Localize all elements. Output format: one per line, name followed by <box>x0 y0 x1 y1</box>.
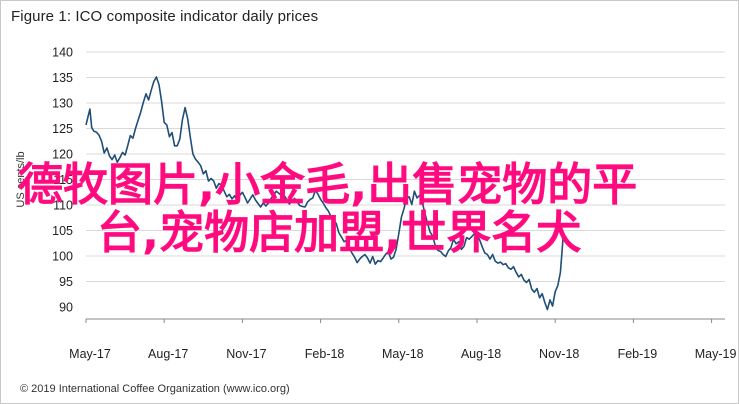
watermark-text-line-1: 德牧图片,小金毛,出售宠物的平 <box>18 158 638 211</box>
y-tick-label: 120 <box>52 148 73 162</box>
y-tick-label: 115 <box>53 173 73 187</box>
x-tick-label: May-17 <box>69 347 111 361</box>
y-tick-label: 95 <box>59 275 73 289</box>
y-tick-label: 140 <box>52 46 73 60</box>
x-tick-label: Aug-18 <box>461 347 501 361</box>
x-tick-label: Feb-18 <box>305 347 345 361</box>
watermark-text-line-2: 台,宠物店加盟,世界名犬 <box>97 206 582 259</box>
y-tick-label: 125 <box>52 122 73 136</box>
x-tick-label: Nov-18 <box>539 347 579 361</box>
y-tick-label: 105 <box>52 224 73 238</box>
y-tick-label: 90 <box>59 301 73 315</box>
chart-title: Figure 1: ICO composite indicator daily … <box>11 8 319 25</box>
x-tick-label: Feb-19 <box>618 347 658 361</box>
y-tick-label: 110 <box>53 199 73 213</box>
y-tick-label: 130 <box>52 97 73 111</box>
y-tick-label: 135 <box>52 71 73 85</box>
copyright-footer: © 2019 International Coffee Organization… <box>20 383 290 395</box>
x-axis-ticks: May-17 Aug-17 Nov-17 Feb-18 May-18 Aug-18 Nov-… <box>69 319 736 361</box>
x-tick-label: Nov-17 <box>226 347 266 361</box>
x-tick-label: Aug-17 <box>148 347 188 361</box>
y-axis-label: US cents/lb <box>15 151 27 207</box>
x-tick-label: May-19 <box>695 347 737 361</box>
x-tick-label: May-18 <box>382 347 424 361</box>
price-series-line <box>85 76 564 311</box>
y-axis-ticks: 90 95 100 105 110 115 120 125 130 135 140 <box>52 46 73 315</box>
y-tick-label: 100 <box>52 250 73 264</box>
